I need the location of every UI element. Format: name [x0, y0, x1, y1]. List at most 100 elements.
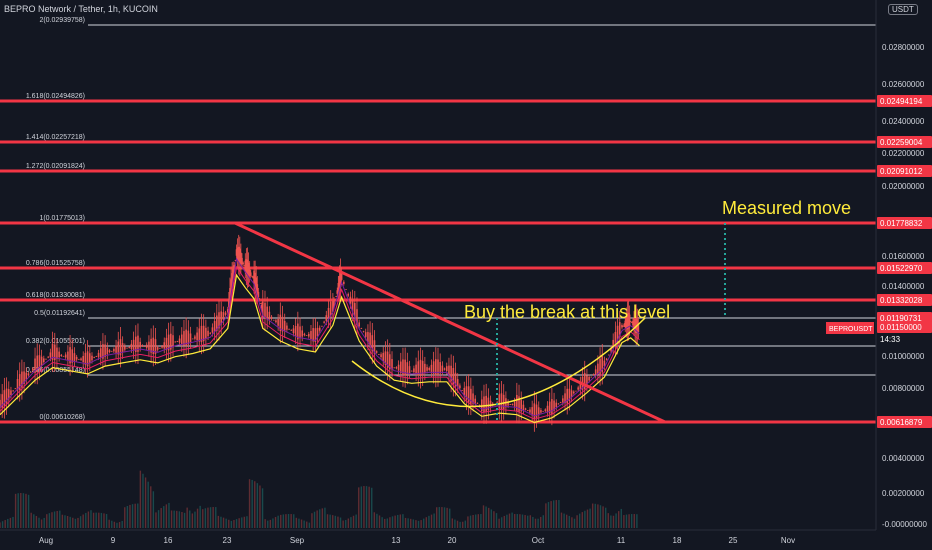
candle-body	[445, 366, 448, 372]
volume-bar	[118, 522, 121, 528]
candle-body	[421, 360, 424, 376]
volume-bar	[467, 516, 469, 528]
volume-bar	[40, 519, 43, 528]
x-tick-label: Sep	[290, 536, 305, 545]
volume-bar	[178, 511, 181, 528]
candle-body	[277, 318, 279, 326]
candle-body	[393, 367, 395, 369]
candle-body	[200, 325, 203, 343]
x-tick-label: 25	[729, 536, 738, 545]
candle-body	[572, 391, 575, 394]
volume-bar	[66, 515, 69, 528]
volume-bar	[69, 516, 71, 528]
candle-body	[349, 296, 352, 304]
candle-body	[152, 337, 155, 355]
volume-bar	[150, 486, 152, 528]
candle-body	[535, 404, 538, 418]
volume-bar	[108, 519, 110, 528]
volume-bar	[347, 518, 350, 528]
volume-bar	[74, 518, 77, 528]
volume-bar	[272, 518, 274, 528]
candle-body	[95, 356, 98, 357]
candle-body	[594, 369, 597, 375]
volume-bar	[578, 513, 581, 528]
candle-body	[64, 354, 67, 358]
volume-bar	[508, 513, 511, 528]
candle-body	[603, 360, 606, 367]
candle-body	[597, 363, 599, 375]
candle-body	[629, 321, 632, 322]
volume-bar	[488, 507, 490, 528]
candle-body	[625, 316, 628, 329]
candle-body	[82, 355, 85, 363]
candle-body	[553, 400, 555, 411]
candle-body	[389, 354, 391, 370]
candle-body	[207, 330, 209, 337]
candle-body	[132, 339, 135, 351]
candle-body	[386, 351, 389, 368]
volume-bar	[82, 514, 84, 528]
y-tick-label: 0.02200000	[882, 149, 925, 158]
volume-bar	[9, 517, 12, 528]
volume-bar	[436, 507, 438, 528]
volume-bar	[243, 516, 246, 528]
candle-body	[456, 379, 459, 388]
candle-body	[233, 265, 236, 270]
volume-bar	[373, 512, 376, 528]
candle-body	[577, 387, 579, 390]
volume-bar	[308, 522, 311, 528]
volume-bar	[391, 516, 394, 528]
candle-body	[485, 395, 487, 412]
currency-button[interactable]: USDT	[888, 4, 918, 15]
candle-body	[544, 409, 547, 411]
candle-body	[266, 306, 268, 320]
candle-body	[14, 388, 17, 390]
volume-bar	[280, 514, 282, 528]
volume-bar	[241, 517, 243, 528]
volume-bar	[79, 516, 82, 528]
volume-bar	[209, 507, 212, 528]
price-label-tag	[877, 136, 932, 148]
volume-bar	[157, 510, 160, 528]
volume-bar	[412, 519, 415, 528]
price-label-text: 0.00616879	[880, 418, 923, 427]
symbol-tag-text: BEPROUSDT	[829, 326, 873, 333]
candle-body	[502, 394, 505, 410]
price-label-tag	[877, 416, 932, 428]
candle-body	[40, 356, 43, 366]
volume-bar	[134, 503, 136, 528]
candle-body	[516, 394, 518, 412]
candle-body	[321, 325, 323, 327]
symbol-title: BEPRO Network / Tether, 1h, KUCOIN	[4, 4, 158, 14]
candle-body	[194, 336, 196, 339]
candle-body	[551, 399, 553, 415]
price-label-tag	[877, 165, 932, 177]
candle-body	[303, 333, 306, 336]
candle-body	[623, 324, 625, 326]
price-label-tag	[877, 321, 932, 333]
candle-body	[419, 359, 422, 377]
volume-bar	[235, 519, 238, 528]
candle-body	[75, 356, 78, 360]
candle-body	[531, 407, 533, 416]
volume-bar	[573, 518, 576, 528]
candle-body	[481, 399, 483, 412]
volume-bar	[571, 517, 573, 528]
candle-body	[472, 393, 474, 404]
volume-bar	[449, 508, 451, 528]
candle-body	[174, 341, 176, 343]
candle-body	[256, 284, 259, 296]
volume-bar	[404, 517, 407, 528]
candle-body	[235, 249, 238, 256]
candle-body	[257, 291, 260, 298]
candle-body	[312, 328, 314, 342]
fib-level-label: 0.236(0.00855148)	[26, 367, 85, 374]
volume-bar	[532, 516, 534, 528]
volume-bar	[482, 505, 485, 528]
candle-body	[259, 303, 262, 304]
candle-body	[599, 358, 601, 375]
candle-body	[338, 275, 341, 291]
volume-bar	[25, 493, 27, 528]
candle-body	[612, 339, 614, 349]
